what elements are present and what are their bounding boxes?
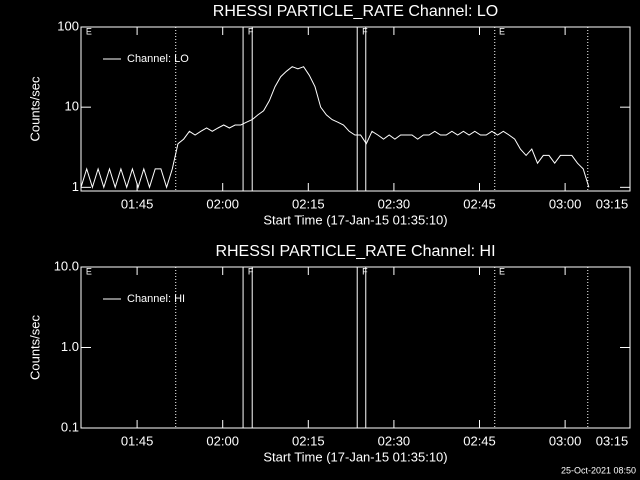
x-tick-label: 03:15 (596, 433, 629, 448)
x-tick-label: 01:45 (121, 433, 154, 448)
x-tick-label: 02:30 (378, 196, 411, 211)
y-tick-label: 1 (72, 179, 79, 194)
x-tick-label: 03:00 (549, 196, 582, 211)
flag-label: F (362, 26, 368, 36)
x-axis-label: Start Time (17-Jan-15 01:35:10) (263, 212, 447, 227)
x-tick-label: 02:15 (292, 433, 325, 448)
x-axis-label: Start Time (17-Jan-15 01:35:10) (263, 449, 447, 464)
data-line (80, 66, 590, 189)
flag-label: E (86, 266, 92, 276)
flag-label: F (248, 266, 254, 276)
x-tick-label: 02:00 (206, 433, 239, 448)
flag-label: E (499, 26, 505, 36)
y-tick-label: 100 (57, 18, 79, 33)
x-tick-label: 02:45 (463, 196, 496, 211)
x-tick-label: 03:15 (596, 196, 629, 211)
x-tick-label: 01:45 (121, 196, 154, 211)
y-tick-label: 10 (65, 99, 79, 114)
chart-title: RHESSI PARTICLE_RATE Channel: LO (213, 3, 498, 20)
flag-label: E (86, 26, 92, 36)
timestamp: 25-Oct-2021 08:50 (561, 465, 636, 475)
legend-label: Channel: LO (127, 53, 189, 65)
x-tick-label: 02:00 (206, 196, 239, 211)
x-tick-label: 02:45 (463, 433, 496, 448)
x-tick-label: 02:15 (292, 196, 325, 211)
legend-label: Channel: HI (127, 293, 185, 305)
plot-frame (80, 266, 631, 429)
x-tick-label: 03:00 (549, 433, 582, 448)
y-axis-label: Counts/sec (27, 314, 42, 380)
x-tick-label: 02:30 (378, 433, 411, 448)
y-axis-label: Counts/sec (27, 76, 42, 142)
y-tick-label: 1.0 (61, 339, 79, 354)
flag-label: E (499, 266, 505, 276)
y-tick-label: 0.1 (61, 419, 79, 434)
plot-frame (80, 26, 631, 192)
y-tick-label: 10.0 (54, 258, 79, 273)
flag-label: F (248, 26, 254, 36)
chart-title: RHESSI PARTICLE_RATE Channel: HI (215, 243, 495, 260)
flag-label: F (362, 266, 368, 276)
